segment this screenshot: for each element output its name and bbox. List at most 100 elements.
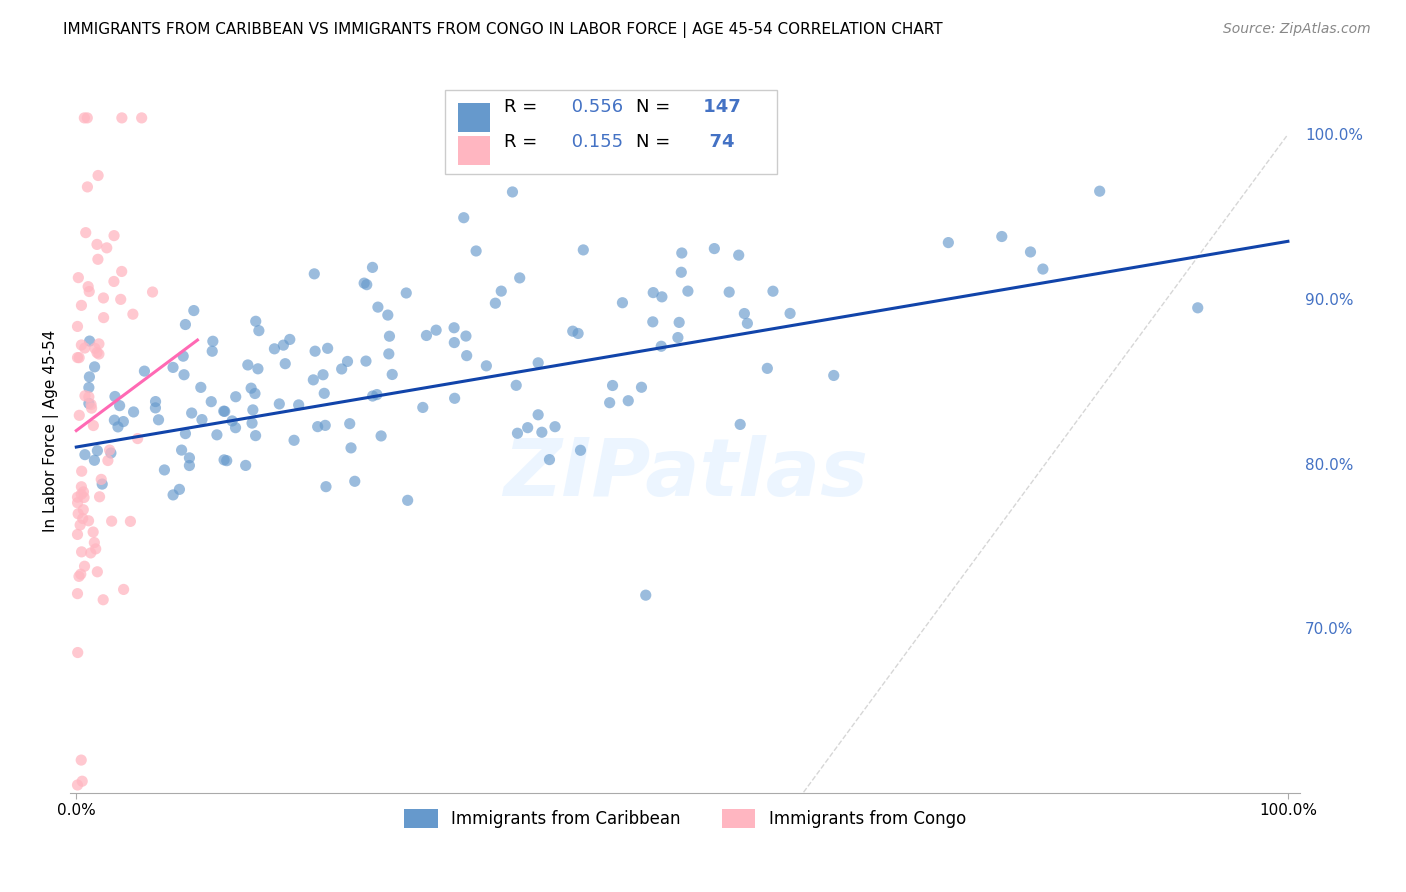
Point (162, 488, 184, 502)
Point (676, 284, 699, 298)
Point (75, 226, 97, 240)
Point (572, 243, 595, 257)
Point (83, 359, 105, 374)
Point (602, 378, 624, 392)
Point (90, 472, 112, 486)
Point (180, 406, 202, 420)
Text: ZIPatlas: ZIPatlas (502, 435, 868, 513)
Text: Source: ZipAtlas.com: Source: ZipAtlas.com (1223, 22, 1371, 37)
Point (66, 825, 89, 839)
Point (67, 409, 90, 423)
Point (91, 477, 114, 491)
Point (79, 370, 101, 384)
Point (312, 368, 335, 382)
Point (179, 450, 201, 465)
Point (599, 395, 621, 409)
Point (173, 368, 195, 382)
Point (314, 418, 336, 433)
Point (453, 211, 475, 225)
Text: R =: R = (505, 98, 537, 116)
Point (728, 417, 751, 432)
Point (174, 426, 197, 441)
Point (1019, 244, 1042, 259)
Point (87, 169, 110, 183)
Point (235, 458, 257, 473)
Point (104, 390, 127, 404)
Point (307, 419, 329, 434)
Point (72, 502, 94, 516)
Point (66, 527, 89, 541)
Point (668, 315, 690, 329)
Point (456, 349, 478, 363)
Point (73, 341, 96, 355)
Point (733, 307, 755, 321)
Point (93, 291, 115, 305)
Point (82, 418, 104, 433)
Point (361, 260, 384, 275)
Point (80, 397, 103, 411)
Point (366, 387, 388, 401)
Point (84, 541, 107, 556)
Point (527, 356, 550, 370)
Point (169, 483, 191, 497)
Point (70, 774, 93, 789)
Point (93, 310, 115, 325)
Point (443, 320, 465, 334)
Point (67, 507, 90, 521)
Y-axis label: In Labor Force | Age 45-54: In Labor Force | Age 45-54 (44, 329, 59, 532)
Point (69, 567, 91, 582)
Text: N =: N = (636, 98, 671, 116)
Point (242, 403, 264, 417)
Point (70, 464, 93, 478)
Point (77, 396, 100, 410)
Point (221, 414, 243, 428)
Point (501, 185, 523, 199)
Point (302, 373, 325, 387)
Point (70, 753, 93, 767)
Point (110, 293, 132, 307)
Point (378, 329, 401, 343)
Point (263, 342, 285, 356)
Point (330, 362, 353, 376)
Point (72, 484, 94, 499)
Point (86, 237, 108, 252)
Point (634, 588, 657, 602)
Point (671, 265, 693, 279)
Point (108, 399, 131, 413)
Point (82, 524, 104, 539)
Point (737, 317, 759, 331)
Point (87, 347, 110, 361)
Point (122, 405, 145, 419)
Point (443, 392, 465, 406)
Text: R =: R = (505, 133, 537, 151)
Point (120, 515, 142, 529)
Point (425, 323, 447, 337)
Point (200, 394, 222, 409)
Point (73, 389, 96, 403)
Point (538, 452, 561, 467)
Point (66, 646, 89, 660)
Point (103, 275, 125, 289)
Point (612, 295, 634, 310)
Point (172, 349, 194, 363)
Point (316, 341, 339, 355)
Point (991, 229, 1014, 244)
Point (214, 404, 236, 418)
Point (353, 276, 375, 290)
Point (643, 285, 665, 300)
Point (134, 364, 156, 378)
Point (269, 397, 291, 411)
Point (527, 408, 550, 422)
Point (66, 496, 89, 510)
Point (506, 426, 529, 441)
Point (83, 453, 105, 467)
Point (936, 235, 959, 250)
FancyBboxPatch shape (446, 90, 778, 174)
Point (73, 491, 96, 505)
Point (183, 303, 205, 318)
Point (73, 448, 96, 462)
Point (278, 333, 301, 347)
Point (762, 284, 785, 298)
Point (73, 559, 96, 574)
Point (396, 493, 419, 508)
